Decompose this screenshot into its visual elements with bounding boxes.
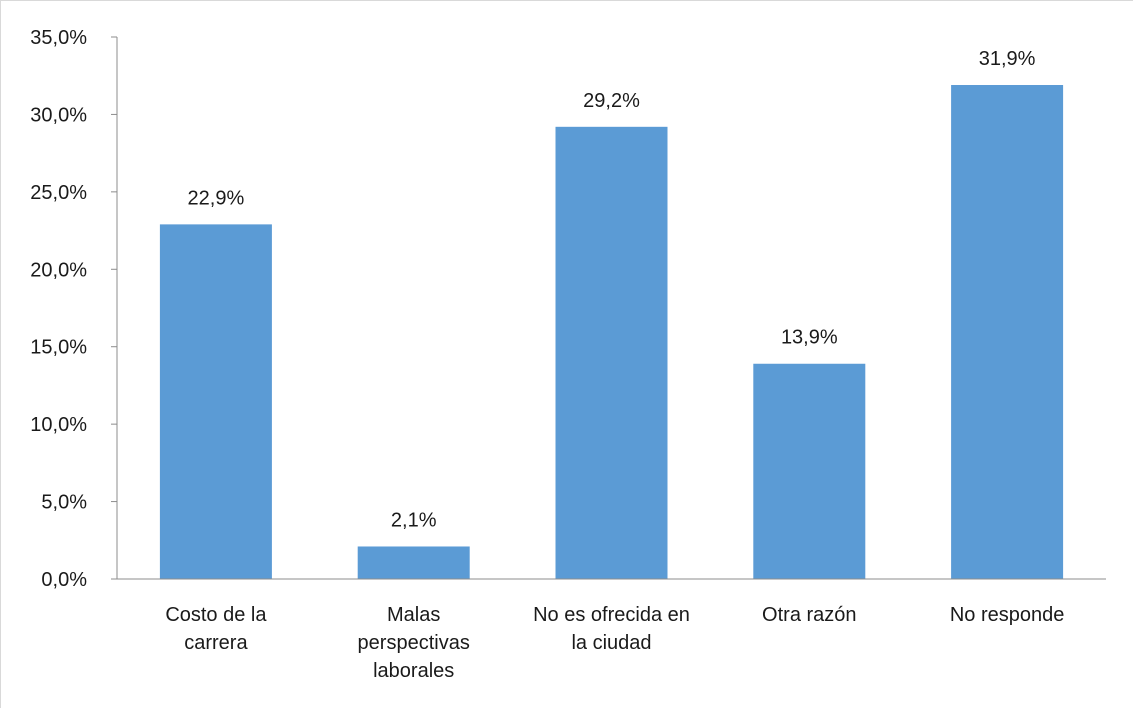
y-axis-tick-labels: 0,0% 5,0% 10,0% 15,0% 20,0% 25,0% 30,0% 35,0% bbox=[30, 27, 117, 591]
y-tick-label: 10,0% bbox=[30, 414, 87, 436]
x-tick-label: No responde bbox=[950, 604, 1065, 626]
x-tick-label-line: Otra razón bbox=[762, 604, 856, 626]
data-label: 29,2% bbox=[583, 90, 640, 112]
bar bbox=[357, 546, 470, 579]
x-tick-label-line: laborales bbox=[373, 660, 454, 682]
x-tick-label-line: No responde bbox=[950, 604, 1065, 626]
x-tick-label: No es ofrecida en la ciudad bbox=[533, 604, 690, 654]
x-axis-tick-labels: Costo de la carrera Malas perspectivas labor… bbox=[165, 604, 1064, 682]
x-tick-label: Malas perspectivas laborales bbox=[358, 604, 470, 682]
bar bbox=[555, 126, 668, 580]
bar bbox=[159, 224, 272, 579]
x-tick-label: Costo de la carrera bbox=[165, 604, 267, 654]
y-tick-label: 0,0% bbox=[41, 569, 87, 591]
x-tick-label-line: la ciudad bbox=[571, 632, 651, 654]
x-tick-label-line: No es ofrecida en bbox=[533, 604, 690, 626]
y-tick-label: 35,0% bbox=[30, 27, 87, 49]
y-tick-label: 5,0% bbox=[41, 492, 87, 514]
data-label: 22,9% bbox=[188, 187, 245, 209]
x-tick-label-line: Costo de la bbox=[165, 604, 267, 626]
bar bbox=[951, 85, 1064, 580]
data-label: 13,9% bbox=[781, 327, 838, 349]
bar bbox=[753, 363, 866, 579]
data-label: 31,9% bbox=[979, 48, 1036, 70]
data-label: 2,1% bbox=[391, 509, 437, 531]
x-tick-label: Otra razón bbox=[762, 604, 856, 626]
x-tick-label-line: perspectivas bbox=[358, 632, 470, 654]
y-tick-label: 30,0% bbox=[30, 104, 87, 126]
x-tick-label-line: Malas bbox=[387, 604, 440, 626]
x-tick-label-line: carrera bbox=[184, 632, 248, 654]
bars bbox=[159, 85, 1064, 580]
y-tick-label: 15,0% bbox=[30, 337, 87, 359]
data-labels: 22,9% 2,1% 29,2% 13,9% 31,9% bbox=[188, 48, 1036, 531]
y-tick-label: 20,0% bbox=[30, 259, 87, 281]
y-tick-label: 25,0% bbox=[30, 182, 87, 204]
